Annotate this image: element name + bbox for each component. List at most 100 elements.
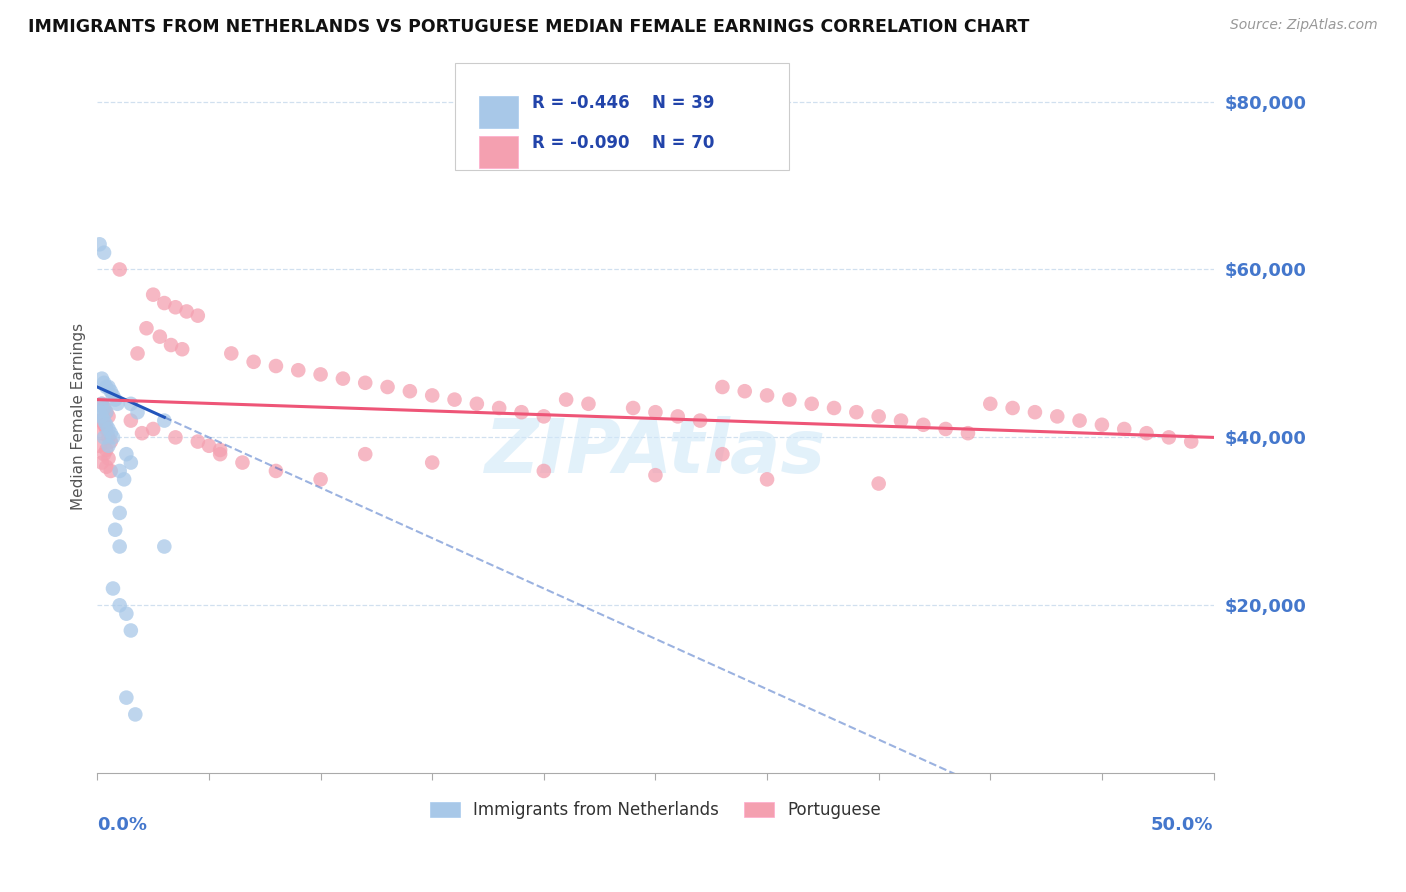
Point [108, 506, 131, 520]
Point [420, 456, 443, 470]
Point [89, 237, 111, 252]
Point [96, 422, 118, 436]
Point [420, 388, 443, 402]
Point [149, 329, 172, 343]
Point [209, 447, 232, 461]
Point [153, 414, 176, 428]
Point [309, 368, 332, 382]
Point [198, 439, 221, 453]
Point [90, 397, 112, 411]
Point [264, 359, 287, 373]
Point [956, 426, 979, 441]
Point [621, 401, 644, 415]
Point [108, 262, 131, 277]
Point [443, 392, 465, 407]
Point [108, 464, 131, 478]
Point [142, 287, 165, 301]
Point [1180, 434, 1202, 449]
Point [287, 363, 309, 377]
Point [93, 414, 115, 428]
Point [101, 388, 124, 402]
Point [1157, 430, 1180, 444]
Point [96, 405, 118, 419]
Point [555, 392, 578, 407]
Point [1069, 414, 1091, 428]
Point [231, 456, 253, 470]
Point [120, 456, 142, 470]
Point [160, 338, 183, 352]
Point [120, 414, 142, 428]
Point [823, 401, 845, 415]
Point [979, 397, 1001, 411]
Point [89, 414, 111, 428]
Point [1046, 409, 1069, 424]
Text: Source: ZipAtlas.com: Source: ZipAtlas.com [1230, 18, 1378, 32]
Point [153, 296, 176, 310]
Point [90, 426, 112, 441]
Point [120, 624, 142, 638]
Point [96, 417, 118, 432]
Point [100, 384, 122, 399]
Point [100, 426, 122, 441]
Point [96, 405, 118, 419]
Point [93, 376, 115, 390]
Point [800, 397, 823, 411]
Point [332, 371, 354, 385]
Point [890, 414, 912, 428]
Point [90, 409, 112, 424]
Point [309, 472, 332, 486]
Point [108, 540, 131, 554]
Point [172, 343, 194, 357]
Point [127, 346, 149, 360]
Point [1091, 417, 1114, 432]
Point [97, 380, 120, 394]
Point [187, 434, 209, 449]
Point [131, 426, 153, 441]
Text: IMMIGRANTS FROM NETHERLANDS VS PORTUGUESE MEDIAN FEMALE EARNINGS CORRELATION CHA: IMMIGRANTS FROM NETHERLANDS VS PORTUGUES… [28, 18, 1029, 36]
Point [93, 245, 115, 260]
Point [510, 405, 533, 419]
Point [165, 430, 187, 444]
Text: N = 70: N = 70 [652, 134, 714, 152]
Point [533, 464, 555, 478]
Point [104, 489, 127, 503]
Text: R = -0.090: R = -0.090 [531, 134, 628, 152]
Point [115, 607, 138, 621]
Point [868, 476, 890, 491]
Point [644, 468, 666, 483]
Point [242, 355, 264, 369]
Text: N = 39: N = 39 [652, 94, 714, 112]
Point [96, 459, 118, 474]
Point [912, 417, 935, 432]
Point [104, 392, 127, 407]
Point [97, 439, 120, 453]
Point [354, 376, 377, 390]
Point [89, 405, 111, 419]
Point [90, 397, 112, 411]
Point [578, 397, 600, 411]
Point [90, 456, 112, 470]
Point [666, 409, 689, 424]
Point [689, 414, 711, 428]
Point [221, 346, 243, 360]
Point [1114, 422, 1136, 436]
Point [96, 442, 118, 457]
Point [153, 540, 176, 554]
Point [1001, 401, 1024, 415]
Point [93, 430, 115, 444]
Point [399, 384, 422, 399]
Point [97, 430, 120, 444]
Text: R = -0.446: R = -0.446 [531, 94, 628, 112]
Legend: Immigrants from Netherlands, Portuguese: Immigrants from Netherlands, Portuguese [423, 794, 887, 825]
Bar [479, 96, 519, 128]
Point [135, 321, 157, 335]
Point [100, 434, 122, 449]
Point [845, 405, 868, 419]
Point [176, 304, 198, 318]
Point [187, 309, 209, 323]
Point [734, 384, 756, 399]
Point [127, 405, 149, 419]
Point [209, 442, 232, 457]
Point [120, 397, 142, 411]
Point [124, 707, 146, 722]
